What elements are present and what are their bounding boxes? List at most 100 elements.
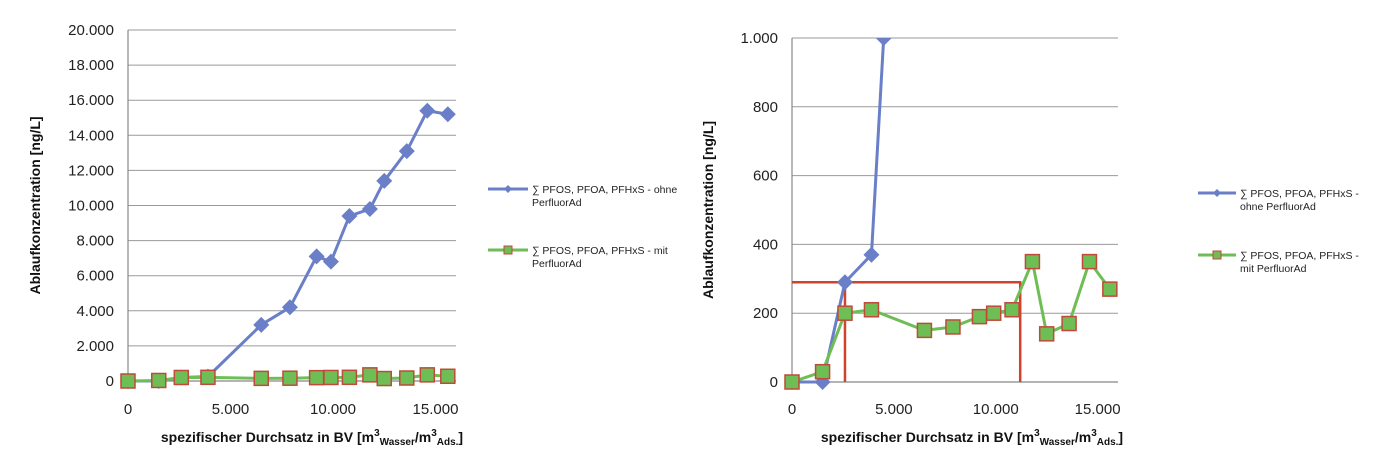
legend-label: ∑ PFOS, PFOA, PFHxS - mit <box>532 245 668 257</box>
legend-label: PerfluorAd <box>532 258 582 270</box>
data-point <box>361 201 378 218</box>
y-tick-label: 18.000 <box>68 57 114 74</box>
x-axis-title-part: Wasser <box>1040 437 1075 448</box>
x-axis-title-part: spezifischer Durchsatz in BV [m <box>821 429 1034 445</box>
y-tick-label: 0 <box>106 373 114 390</box>
legend-marker <box>1213 189 1221 197</box>
data-point <box>200 369 216 386</box>
y-tick-label: 16.000 <box>68 92 114 109</box>
x-tick-label: 10.000 <box>973 401 1019 418</box>
data-point <box>1038 326 1055 342</box>
data-point <box>399 370 415 386</box>
y-axis-title: Ablaufkonzentration [ng/L] <box>27 116 43 294</box>
legend-marker <box>1212 250 1222 260</box>
data-point <box>120 373 136 389</box>
y-tick-label: 12.000 <box>68 162 114 179</box>
x-axis-title-part: ] <box>458 429 463 445</box>
data-point <box>281 299 298 316</box>
legend-label: ∑ PFOS, PFOA, PFHxS - <box>1240 250 1359 262</box>
data-point <box>1024 253 1041 270</box>
y-tick-label: 0 <box>770 374 778 391</box>
y-tick-label: 1.000 <box>740 30 778 47</box>
legend-label: ∑ PFOS, PFOA, PFHxS - ohne <box>532 184 677 196</box>
legend-label: PerfluorAd <box>532 197 582 209</box>
data-point <box>985 305 1002 321</box>
data-point <box>419 367 436 383</box>
x-tick-label: 5.000 <box>212 401 250 418</box>
y-tick-label: 2.000 <box>76 338 114 355</box>
y-tick-label: 10.000 <box>68 198 114 215</box>
x-tick-label: 5.000 <box>875 401 913 418</box>
x-tick-label: 15.000 <box>413 401 459 418</box>
y-tick-label: 20.000 <box>68 22 114 39</box>
data-point <box>376 370 392 387</box>
x-tick-label: 0 <box>124 401 132 418</box>
data-point <box>173 369 190 386</box>
y-tick-label: 4.000 <box>76 303 114 320</box>
legend-marker <box>503 245 513 255</box>
x-axis-title-part: Wasser <box>380 437 415 448</box>
data-point <box>1061 315 1077 332</box>
data-point <box>419 102 436 119</box>
legend-label: ohne PerfluorAd <box>1240 201 1316 213</box>
legend-marker <box>504 185 512 193</box>
y-tick-label: 600 <box>753 168 778 185</box>
legend-label: ∑ PFOS, PFOA, PFHxS - <box>1240 188 1359 200</box>
x-axis-title-part: spezifischer Durchsatz in BV [m <box>161 429 374 445</box>
data-point <box>376 172 393 189</box>
x-axis-title-part: 3 <box>1091 428 1097 439</box>
series-mit <box>784 253 1118 390</box>
threshold-line <box>792 280 1022 382</box>
y-tick-label: 200 <box>753 305 778 322</box>
data-point <box>1004 302 1020 318</box>
data-point <box>945 319 961 335</box>
data-point <box>863 302 880 318</box>
x-tick-label: 0 <box>788 401 796 418</box>
chart-left: 0 2.000 4.000 6.000 8.000 10.000 12.000 14.000 1… <box>27 22 677 448</box>
x-axis-title-part: 3 <box>374 428 380 439</box>
data-point <box>971 308 988 325</box>
x-axis-title-part: 3 <box>431 428 437 439</box>
x-axis-title: spezifischer Durchsatz in BV [m3Wasser/m… <box>161 428 463 448</box>
data-point <box>863 246 880 263</box>
data-point <box>322 253 339 270</box>
y-tick-label: 6.000 <box>76 268 114 285</box>
data-point <box>837 305 853 321</box>
x-axis-title-part: Ads. <box>437 437 459 448</box>
data-point <box>875 38 892 46</box>
chart-right: 0 200 400 600 800 1.000 0 5.000 10.000 15.000 Abla… <box>700 30 1359 448</box>
y-tick-label: 8.000 <box>76 233 114 250</box>
data-point <box>1102 281 1118 297</box>
data-point <box>814 363 831 380</box>
data-point <box>253 316 270 333</box>
data-point <box>836 274 853 291</box>
x-axis-title-part: /m <box>415 429 431 445</box>
y-tick-label: 800 <box>753 99 778 116</box>
y-tick-label: 14.000 <box>68 127 114 144</box>
y-axis-title: Ablaufkonzentration [ng/L] <box>700 121 716 299</box>
series-ohne <box>784 38 892 390</box>
data-point <box>440 368 456 385</box>
data-point <box>341 369 358 386</box>
series-mit <box>120 367 456 389</box>
x-axis-title-part: ] <box>1118 429 1123 445</box>
data-point <box>439 106 456 123</box>
data-point <box>362 367 378 383</box>
data-point <box>308 369 325 386</box>
data-point <box>1081 253 1098 270</box>
data-point <box>282 370 298 386</box>
data-point <box>784 374 800 390</box>
y-tick-label: 400 <box>753 236 778 253</box>
data-point <box>253 370 269 387</box>
legend-label: mit PerfluorAd <box>1240 263 1307 275</box>
x-axis-title-part: Ads. <box>1097 437 1119 448</box>
data-point <box>341 208 358 225</box>
data-point <box>151 372 167 389</box>
data-point <box>308 248 325 265</box>
x-tick-label: 10.000 <box>310 401 356 418</box>
x-axis-title: spezifischer Durchsatz in BV [m 3 Wasser/m… <box>821 428 1123 448</box>
data-point <box>398 143 415 160</box>
x-tick-label: 15.000 <box>1075 401 1121 418</box>
x-axis-title-part: /m <box>1075 429 1091 445</box>
